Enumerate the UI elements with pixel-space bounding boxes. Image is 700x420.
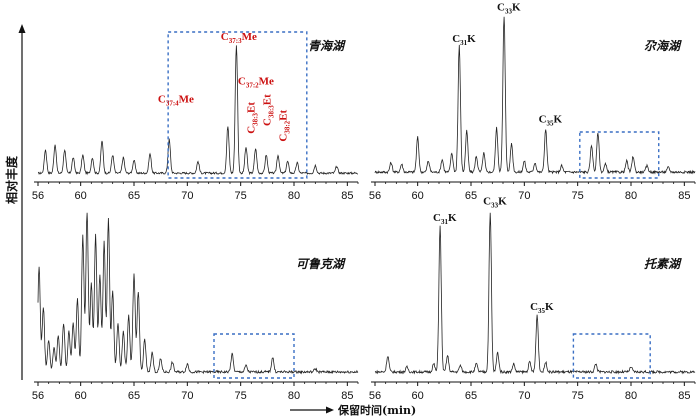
- peak-annotation: C38:3Et: [262, 94, 276, 126]
- peak-annotation: C31K: [452, 33, 476, 47]
- x-tick-label: 85: [678, 190, 690, 202]
- x-tick-label: 56: [369, 190, 381, 202]
- chromatogram-trace: [37, 45, 358, 176]
- x-tick-label: 60: [75, 390, 87, 402]
- x-tick-label: 70: [518, 190, 530, 202]
- x-tick-label: 80: [625, 190, 637, 202]
- y-axis-arrowhead: [18, 24, 26, 33]
- panels: 56 60 65 70 75 80 85 青海湖 C37:4Me C37:3Me C37:2Me C3…: [32, 2, 696, 402]
- x-tick-label: 85: [678, 390, 690, 402]
- x-tick-label: 70: [518, 390, 530, 402]
- x-tick-label: 85: [341, 190, 353, 202]
- x-axis-arrowhead: [326, 406, 334, 414]
- x-tick-label: 56: [369, 390, 381, 402]
- panel-4: 56 60 65 70 75 80 85 托素湖 C31K C33K C35K: [369, 196, 696, 402]
- panel-title: 尕海湖: [644, 39, 682, 53]
- peak-annotation: C37:4Me: [158, 94, 194, 108]
- x-tick-label: 65: [465, 390, 477, 402]
- x-tick-label: 56: [32, 390, 44, 402]
- peak-annotation: C35K: [530, 301, 554, 315]
- peak-annotation: C33K: [483, 196, 507, 210]
- x-tick-label: 75: [235, 390, 247, 402]
- panel-title: 可鲁克湖: [296, 257, 346, 271]
- panel-1: 56 60 65 70 75 80 85 青海湖 C37:4Me C37:3Me C37:2Me C3…: [32, 31, 359, 202]
- x-tick-label: 65: [128, 190, 140, 202]
- chromatogram-trace: [374, 16, 696, 175]
- peak-annotation: C38:2Et: [278, 109, 292, 141]
- x-tick-label: 75: [572, 390, 584, 402]
- panel-title: 青海湖: [308, 39, 346, 53]
- x-tick-label: 75: [235, 190, 247, 202]
- x-tick-label: 75: [572, 190, 584, 202]
- highlight-box: [167, 31, 308, 179]
- x-tick-label: 60: [412, 390, 424, 402]
- x-tick-label: 85: [341, 390, 353, 402]
- x-tick-label: 65: [465, 190, 477, 202]
- highlight-box: [579, 131, 660, 179]
- panel-2: 56 60 65 70 75 80 85 尕海湖 C31K C33K C35K: [369, 2, 696, 202]
- peak-annotation: C38:3Et: [246, 102, 260, 134]
- x-tick-label: 56: [32, 190, 44, 202]
- peak-annotation: C37:3Me: [221, 31, 257, 45]
- x-tick-label: 65: [128, 390, 140, 402]
- panel-3: 56 60 65 70 75 80 85 可鲁克湖: [32, 212, 359, 402]
- peak-annotation: C31K: [433, 212, 457, 226]
- x-tick-label: 70: [181, 190, 193, 202]
- peak-annotation: C37:2Me: [238, 75, 274, 89]
- highlight-box: [213, 333, 295, 379]
- x-tick-label: 60: [412, 190, 424, 202]
- x-tick-label: 80: [288, 190, 300, 202]
- x-tick-label: 60: [75, 190, 87, 202]
- chromatogram-trace: [37, 212, 359, 375]
- panel-title: 托素湖: [644, 257, 682, 271]
- highlight-box: [572, 333, 651, 379]
- y-axis-label: 相对丰度: [4, 155, 19, 204]
- chromatogram-trace: [374, 212, 696, 375]
- x-axis-label: 保留时间(min): [337, 403, 416, 417]
- x-tick-label: 70: [181, 390, 193, 402]
- x-tick-label: 80: [288, 390, 300, 402]
- peak-annotation: C35K: [539, 114, 563, 128]
- x-tick-label: 80: [625, 390, 637, 402]
- peak-annotation: C33K: [497, 2, 521, 16]
